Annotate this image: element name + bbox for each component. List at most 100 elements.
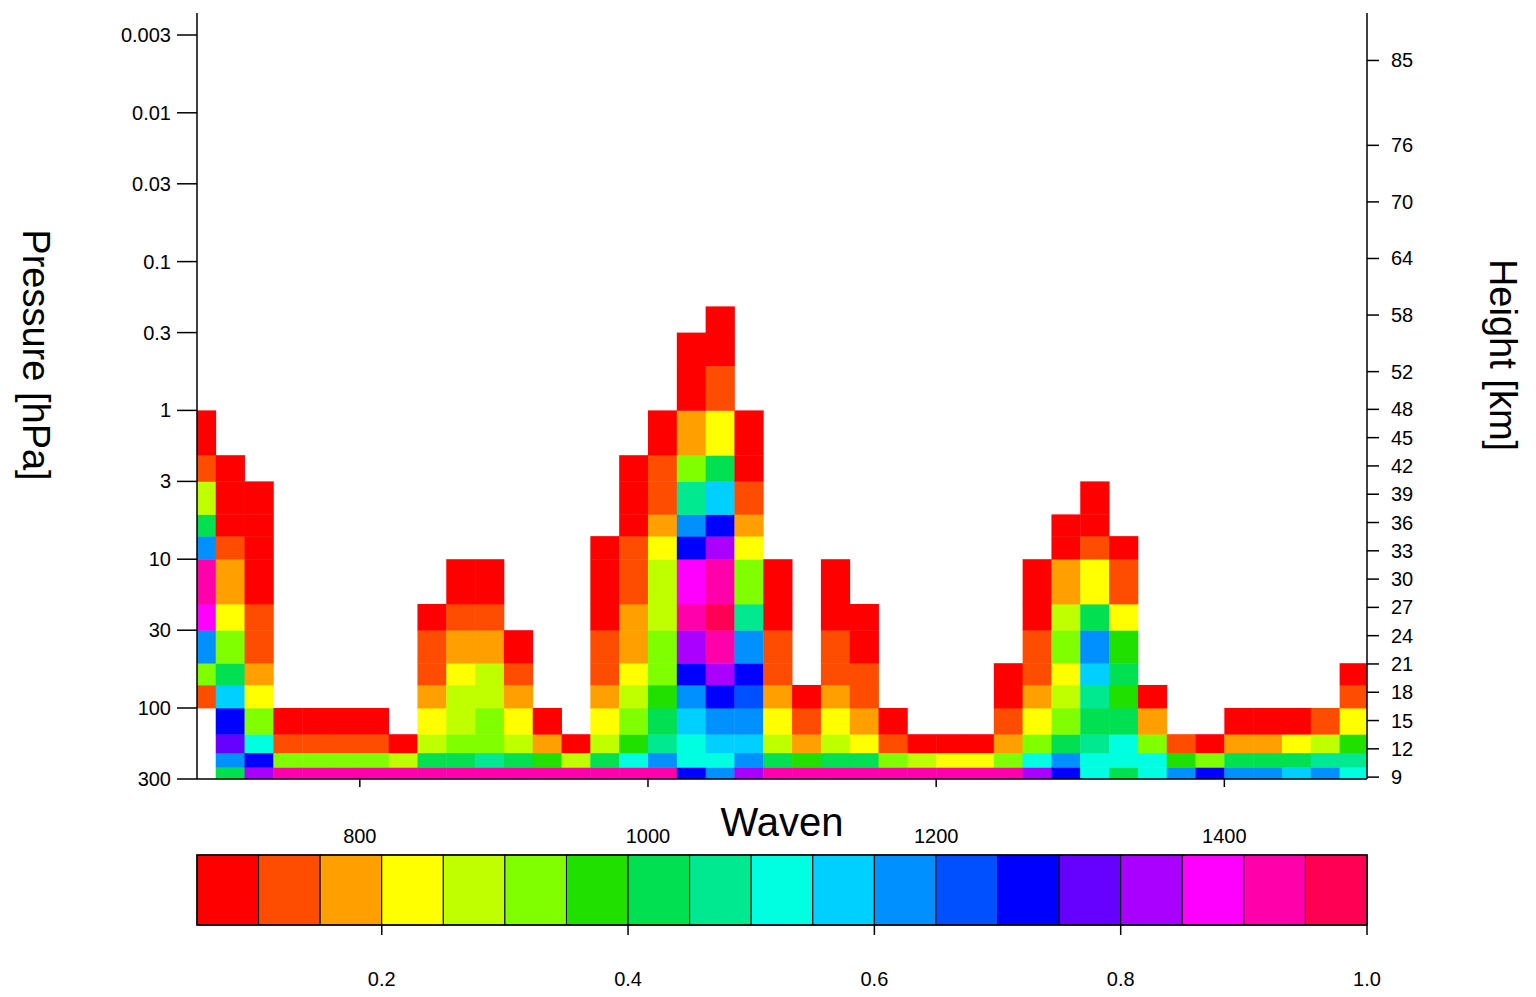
y2-tick-label: 9: [1391, 766, 1402, 788]
cell: [619, 559, 648, 604]
cell: [417, 753, 446, 768]
cell: [1109, 536, 1138, 559]
cell: [677, 630, 706, 663]
cell: [677, 753, 706, 768]
cell: [417, 767, 446, 779]
cell: [446, 559, 475, 604]
cell: [1051, 685, 1080, 708]
y2-tick-label: 36: [1391, 512, 1413, 534]
cell: [850, 708, 879, 735]
colorbar-swatch: [566, 855, 628, 925]
y2-tick-label: 64: [1391, 247, 1413, 269]
cell: [197, 604, 216, 631]
y2-tick: [1367, 371, 1379, 373]
cell: [706, 455, 735, 482]
x-tick-label: 1200: [914, 825, 959, 847]
y-tick-label: 0.1: [143, 251, 171, 273]
y2-tick: [1367, 663, 1379, 665]
cell: [360, 753, 389, 768]
cell: [1109, 767, 1138, 779]
cell: [792, 708, 821, 735]
cell: [821, 708, 850, 735]
cell: [1023, 663, 1052, 685]
cell: [734, 708, 763, 735]
cell: [360, 708, 389, 735]
cell: [734, 685, 763, 708]
colorbar-swatch: [443, 855, 505, 925]
cell: [619, 734, 648, 753]
cell: [590, 630, 619, 663]
cell: [706, 708, 735, 735]
cell: [562, 734, 591, 753]
cell: [1253, 708, 1282, 735]
cell: [619, 753, 648, 768]
cell: [1109, 559, 1138, 604]
colorbar-swatch: [1059, 855, 1121, 925]
cell: [1051, 514, 1080, 536]
cell: [1080, 604, 1109, 631]
cell: [1224, 753, 1253, 768]
cell: [1051, 708, 1080, 735]
y2-tick-label: 76: [1391, 134, 1413, 156]
cell: [216, 708, 245, 735]
y2-tick-label: 30: [1391, 568, 1413, 590]
cell: [197, 455, 216, 482]
y-tick-label: 300: [138, 768, 171, 790]
y-axis-title: Pressure [hPa]: [15, 229, 57, 480]
colorbar-swatch: [1305, 855, 1367, 925]
y2-tick-label: 52: [1391, 361, 1413, 383]
cell: [821, 604, 850, 631]
cell: [907, 734, 936, 753]
cell: [706, 663, 735, 685]
cell: [1080, 708, 1109, 735]
cell: [562, 767, 591, 779]
colorbar-swatch: [382, 855, 444, 925]
cell: [763, 734, 792, 753]
cell: [1080, 753, 1109, 768]
cell: [590, 536, 619, 559]
cell: [936, 767, 965, 779]
cell: [1224, 734, 1253, 753]
cell: [302, 708, 331, 735]
cell: [216, 630, 245, 663]
colorbar-swatch: [320, 855, 382, 925]
cell: [1080, 514, 1109, 536]
y2-tick-label: 27: [1391, 596, 1413, 618]
cell: [533, 753, 562, 768]
cell: [619, 708, 648, 735]
cell: [994, 708, 1023, 735]
colorbar-tick: [1120, 925, 1122, 935]
cell: [475, 663, 504, 685]
y-tick: [177, 332, 197, 334]
cell: [1051, 663, 1080, 685]
cell: [706, 685, 735, 708]
cell: [734, 481, 763, 514]
cell: [706, 753, 735, 768]
cell: [360, 767, 389, 779]
x-axis-title: Waven: [720, 800, 843, 844]
cell: [273, 734, 302, 753]
y-tick-label: 100: [138, 697, 171, 719]
y-tick: [177, 481, 197, 483]
cell: [245, 708, 274, 735]
cell: [216, 767, 245, 779]
cell: [648, 753, 677, 768]
cell: [648, 455, 677, 482]
cell: [850, 767, 879, 779]
cell: [763, 753, 792, 768]
cell: [1138, 685, 1167, 708]
cell: [792, 685, 821, 708]
cell: [994, 663, 1023, 685]
cell: [273, 753, 302, 768]
cell: [504, 685, 533, 708]
cell: [1340, 734, 1367, 753]
cell: [1253, 767, 1282, 779]
cell: [1253, 753, 1282, 768]
colorbar-swatch: [751, 855, 813, 925]
y2-tick-label: 42: [1391, 455, 1413, 477]
cell: [677, 708, 706, 735]
colorbar-swatch: [505, 855, 567, 925]
cell: [734, 410, 763, 455]
colorbar-tick: [381, 925, 383, 935]
y2-tick-label: 18: [1391, 681, 1413, 703]
